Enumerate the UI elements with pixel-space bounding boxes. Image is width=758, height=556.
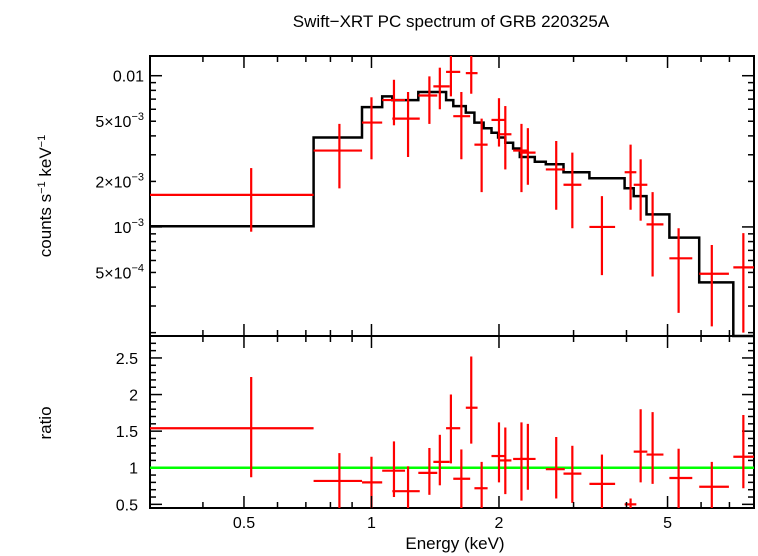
- ratio-data-point: [633, 409, 648, 483]
- spectrum-y-tick-label: 2×10−3: [95, 171, 144, 191]
- spectrum-data-point: [453, 92, 471, 160]
- ratio-data-point: [446, 394, 461, 464]
- spectrum-data-point: [519, 128, 536, 185]
- ratio-y-tick-label: 1: [129, 461, 138, 478]
- ratio-data-point: [382, 441, 406, 498]
- ratio-data-point: [646, 412, 664, 484]
- spectrum-data-point: [392, 92, 420, 158]
- spectrum-data-point: [633, 159, 648, 221]
- ratio-data-point: [519, 423, 536, 490]
- spectrum-data-point: [362, 97, 383, 160]
- ratio-data-point: [669, 448, 693, 508]
- spectrum-frame: [149, 55, 755, 337]
- ratio-data-point: [150, 376, 314, 478]
- spectrum-data-point: [491, 98, 506, 147]
- ratio-data-point: [733, 415, 754, 489]
- x-tick-label: 1: [367, 515, 376, 532]
- x-axis-ticks: 0.5 1 2 5: [149, 56, 755, 532]
- ratio-data-point: [465, 356, 478, 444]
- spectrum-data-point: [513, 123, 529, 193]
- ratio-data-point: [418, 447, 438, 495]
- ratio-data-point: [545, 437, 565, 499]
- ratio-data-point: [474, 461, 488, 508]
- spectrum-data-point: [589, 196, 616, 276]
- ratio-data-point: [453, 449, 471, 508]
- spectrum-data-point: [446, 56, 461, 97]
- spectrum-y-tick-label: 0.01: [113, 69, 144, 86]
- x-tick-label: 0.5: [233, 515, 255, 532]
- ratio-data-point: [589, 454, 616, 508]
- x-axis-label: Energy (keV): [405, 534, 504, 553]
- spectrum-data-point: [646, 192, 664, 277]
- spectrum-data-point: [563, 152, 582, 229]
- spectrum-data-point: [498, 106, 512, 170]
- ratio-y-tick-label: 2: [129, 388, 138, 405]
- x-tick-label: 2: [495, 515, 504, 532]
- spectrum-data-point: [150, 168, 314, 232]
- ratio-frame: [149, 335, 755, 509]
- spectrum-data-point: [624, 144, 637, 210]
- spectrum-y-axis-label: counts s−1 keV−1: [36, 135, 55, 257]
- model-curve: [150, 90, 754, 338]
- ratio-data-point: [513, 422, 529, 501]
- ratio-data-point: [313, 453, 363, 508]
- spectrum-data-point: [699, 244, 729, 327]
- spectrum-data-point: [669, 228, 693, 313]
- ratio-y-axis-label: ratio: [36, 406, 55, 439]
- spectrum-data-point: [313, 123, 363, 189]
- spectrum-data-point: [545, 141, 565, 210]
- spectrum-panel: 0.01 5×10−3 2×10−3 10−3 5×10−4: [95, 55, 755, 338]
- spectrum-y-tick-label: 5×10−3: [95, 111, 144, 131]
- spectrum-y-tick-label: 10−3: [114, 217, 144, 237]
- ratio-y-tick-label: 0.5: [116, 497, 138, 514]
- spectrum-y-tick-label: 5×10−4: [95, 262, 144, 282]
- spectrum-data-point: [733, 233, 754, 333]
- ratio-y-tick-label: 2.5: [116, 351, 138, 368]
- ratio-y-tick-label: 1.5: [116, 424, 138, 441]
- spectrum-data-point: [433, 67, 450, 110]
- ratio-panel: 0.5 1 1.5 2 2.5: [116, 335, 755, 514]
- ratio-data-point: [498, 427, 512, 495]
- ratio-data-point: [433, 434, 450, 486]
- ratio-data-point: [699, 461, 729, 508]
- spectrum-data-point: [474, 118, 488, 193]
- x-tick-label: 5: [663, 515, 672, 532]
- ratio-data-point: [491, 422, 506, 483]
- spectrum-data-point: [465, 56, 478, 94]
- chart-title: Swift−XRT PC spectrum of GRB 220325A: [293, 12, 610, 31]
- ratio-data-point: [392, 466, 420, 508]
- ratio-data-point: [563, 445, 582, 503]
- spectrum-data-point: [418, 76, 438, 124]
